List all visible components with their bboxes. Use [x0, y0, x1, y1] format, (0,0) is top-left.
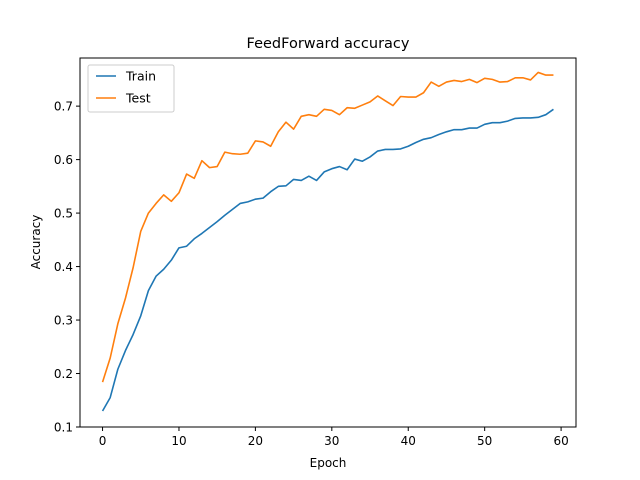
axes-frame	[79, 57, 577, 428]
series-line-test	[101, 71, 554, 383]
x-tick-label: 60	[553, 434, 568, 448]
legend-label-train: Train	[125, 69, 156, 84]
x-tick-label: 10	[171, 434, 186, 448]
x-tick-label: 50	[477, 434, 492, 448]
x-axis-label: Epoch	[310, 456, 347, 470]
chart-title: FeedForward accuracy	[247, 36, 410, 52]
y-tick-label: 0.4	[54, 260, 73, 274]
plot-area: 0 10 20 30 40 50 60 0.1 0.2 0.3 0.4 0.5 0.6 0.7 Train T…	[54, 57, 577, 448]
legend-label-test: Test	[125, 91, 151, 106]
x-tick-label: 40	[401, 434, 416, 448]
series-line-train	[101, 108, 554, 412]
y-tick-label: 0.5	[54, 207, 73, 221]
y-tick-label: 0.6	[54, 153, 73, 167]
x-tick-label: 30	[324, 434, 339, 448]
y-tick-label: 0.2	[54, 367, 73, 381]
y-axis-label: Accuracy	[29, 215, 43, 270]
y-tick-label: 0.7	[54, 100, 73, 114]
x-tick-label: 0	[99, 434, 107, 448]
y-tick-label: 0.1	[54, 421, 73, 435]
y-tick-label: 0.3	[54, 314, 73, 328]
x-tick-label: 20	[248, 434, 263, 448]
